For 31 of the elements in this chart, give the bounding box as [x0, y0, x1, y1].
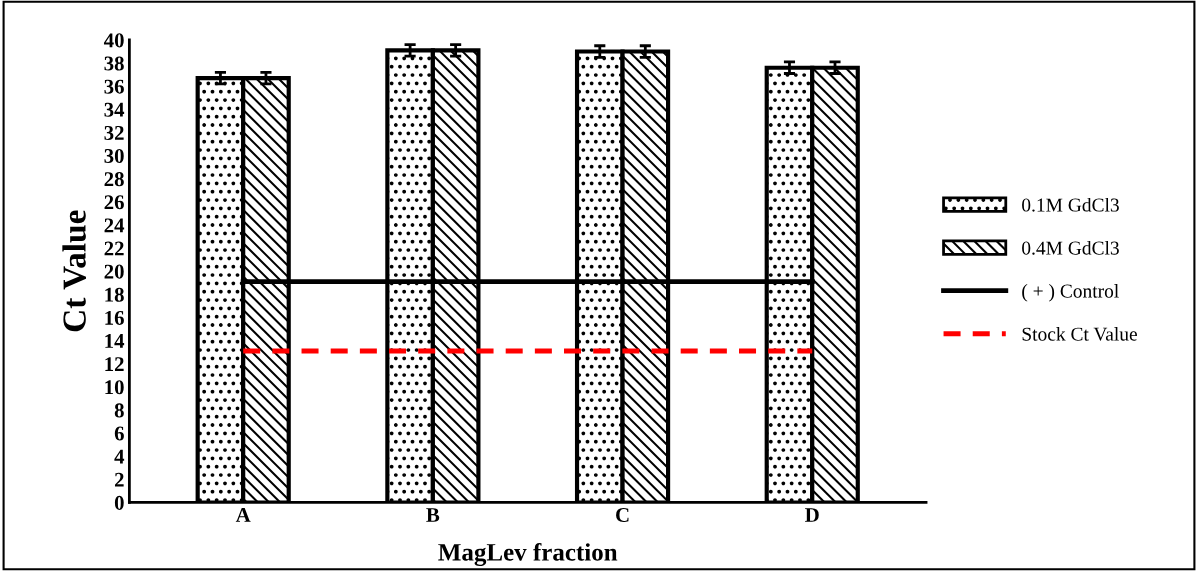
- y-tick-label: 22: [104, 241, 124, 256]
- y-tick-label: 0: [114, 495, 124, 510]
- y-tick-label: 24: [104, 218, 125, 233]
- y-tick-label: 28: [104, 172, 124, 187]
- y-tick-label: 2: [114, 472, 124, 487]
- legend-label: 0.1M GdCl3: [1022, 197, 1119, 212]
- y-axis-title: Ct Value: [62, 210, 86, 332]
- x-tick-label: A: [235, 508, 251, 522]
- legend-label: ( + ) Control: [1022, 283, 1119, 302]
- y-tick-label: 10: [105, 380, 124, 395]
- y-tick-label: 40: [103, 33, 124, 48]
- y-tick-label: 14: [105, 334, 125, 348]
- y-tick-label: 8: [114, 403, 124, 418]
- legend-label: Stock Ct Value: [1022, 327, 1137, 341]
- x-tick-label: D: [805, 508, 819, 522]
- y-tick-label: 34: [104, 102, 125, 117]
- y-tick-label: 30: [104, 148, 124, 164]
- y-tick-label: 36: [104, 79, 124, 94]
- y-tick-label: 6: [114, 426, 124, 441]
- y-tick-label: 32: [104, 125, 124, 140]
- y-tick-label: 12: [105, 357, 124, 371]
- x-tick-label: C: [616, 508, 629, 522]
- x-axis-title: MagLev fraction: [438, 542, 618, 567]
- legend-label: 0.4M GdCl3: [1022, 240, 1119, 255]
- y-tick-label: 16: [105, 310, 124, 325]
- y-tick-label: 38: [104, 56, 124, 71]
- y-tick-label: 18: [105, 287, 124, 302]
- y-tick-label: 4: [114, 449, 125, 464]
- x-tick-label: B: [426, 508, 440, 522]
- y-tick-label: 20: [104, 264, 124, 279]
- y-tick-label: 26: [104, 195, 124, 210]
